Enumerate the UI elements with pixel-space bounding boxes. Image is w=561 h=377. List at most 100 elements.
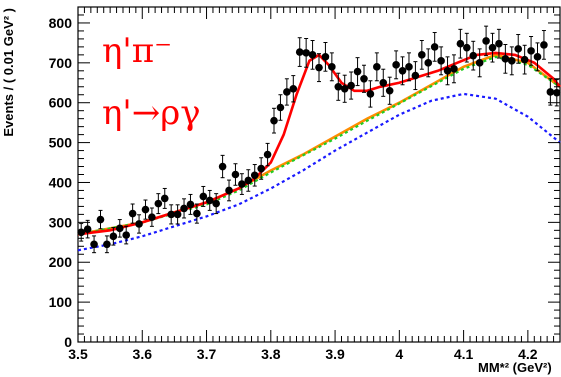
data-point [302,38,310,68]
data-marker [520,55,529,64]
data-marker [385,86,394,95]
data-marker [109,232,118,241]
data-marker [527,47,535,55]
data-point [212,193,220,215]
series-curve-3 [77,55,561,236]
y-tick-label: 200 [49,254,73,270]
y-tick-label: 400 [49,174,73,190]
data-marker [199,192,208,201]
data-point [533,42,542,72]
y-tick-label: 500 [49,135,73,151]
x-tick-label: 3.5 [68,346,88,362]
data-point [527,36,535,66]
data-point [379,68,388,97]
data-marker [225,186,233,195]
data-marker [193,209,201,218]
data-marker [186,200,195,209]
data-marker [347,81,355,90]
data-marker [289,84,298,93]
data-marker [128,209,137,218]
data-point [540,30,548,60]
data-point [328,52,336,82]
series-curve-4 [77,92,561,252]
x-tick-label: 4.2 [518,346,538,362]
data-marker [167,210,175,219]
data-point [334,72,343,101]
data-point [295,37,304,67]
data-point [475,48,484,78]
y-tick-label: 800 [49,15,73,31]
data-marker [244,176,253,185]
data-marker [270,116,278,125]
data-point [167,204,175,225]
y-tick-label: 300 [49,214,73,230]
data-marker [340,84,349,93]
data-point [546,78,555,106]
data-marker [263,150,272,159]
y-axis-label: Events / ( 0.01 GeV² ) [1,8,16,137]
data-marker [295,48,304,56]
data-point [385,76,394,105]
data-marker [405,63,413,71]
data-point [495,28,503,59]
data-marker [115,224,124,233]
data-point [340,74,349,103]
data-marker [315,63,323,72]
data-point [154,193,163,215]
data-marker [488,43,497,52]
data-point [90,235,98,254]
data-marker [540,41,548,49]
data-point [366,80,375,108]
data-point [424,48,433,78]
data-marker [276,103,285,112]
data-marker [482,37,490,45]
data-marker [463,43,471,52]
data-point [244,169,253,192]
data-point [360,64,368,93]
data-point [398,56,407,86]
data-point [520,44,529,75]
data-point [514,34,523,64]
data-marker [83,225,92,233]
data-marker [231,170,240,179]
data-marker [173,210,182,219]
data-point [488,32,497,63]
data-point [135,214,143,234]
data-marker [141,205,150,214]
x-tick-label: 3.6 [133,346,153,362]
data-point [128,203,137,224]
data-point [308,40,317,70]
data-marker [135,220,143,228]
data-point [218,154,227,179]
axis-ticks [77,6,561,343]
annotation-channel: η'π⁻ [102,31,172,71]
y-tick-label: 700 [49,55,73,71]
data-marker [546,88,555,96]
data-point [250,164,259,187]
data-point [270,107,278,134]
x-tick-label: 4.1 [454,346,474,362]
x-axis-label: MM*² (GeV²) [478,360,552,375]
annotation-decay: η'→ργ [102,93,201,133]
data-marker [495,39,503,48]
data-point [148,207,156,227]
data-marker [450,65,458,73]
data-marker [411,71,420,80]
data-marker [392,61,400,69]
data-marker [360,74,368,83]
data-marker [308,51,317,59]
data-marker [353,67,362,76]
data-point [283,78,291,106]
data-marker [475,59,484,67]
data-point [231,163,240,186]
data-marker [456,39,465,48]
data-point [109,227,118,246]
data-point [373,52,381,82]
data-marker [379,78,388,87]
data-marker [437,57,445,65]
data-point [83,219,92,239]
data-marker [77,228,86,237]
data-point [160,187,169,209]
data-marker [283,88,291,96]
